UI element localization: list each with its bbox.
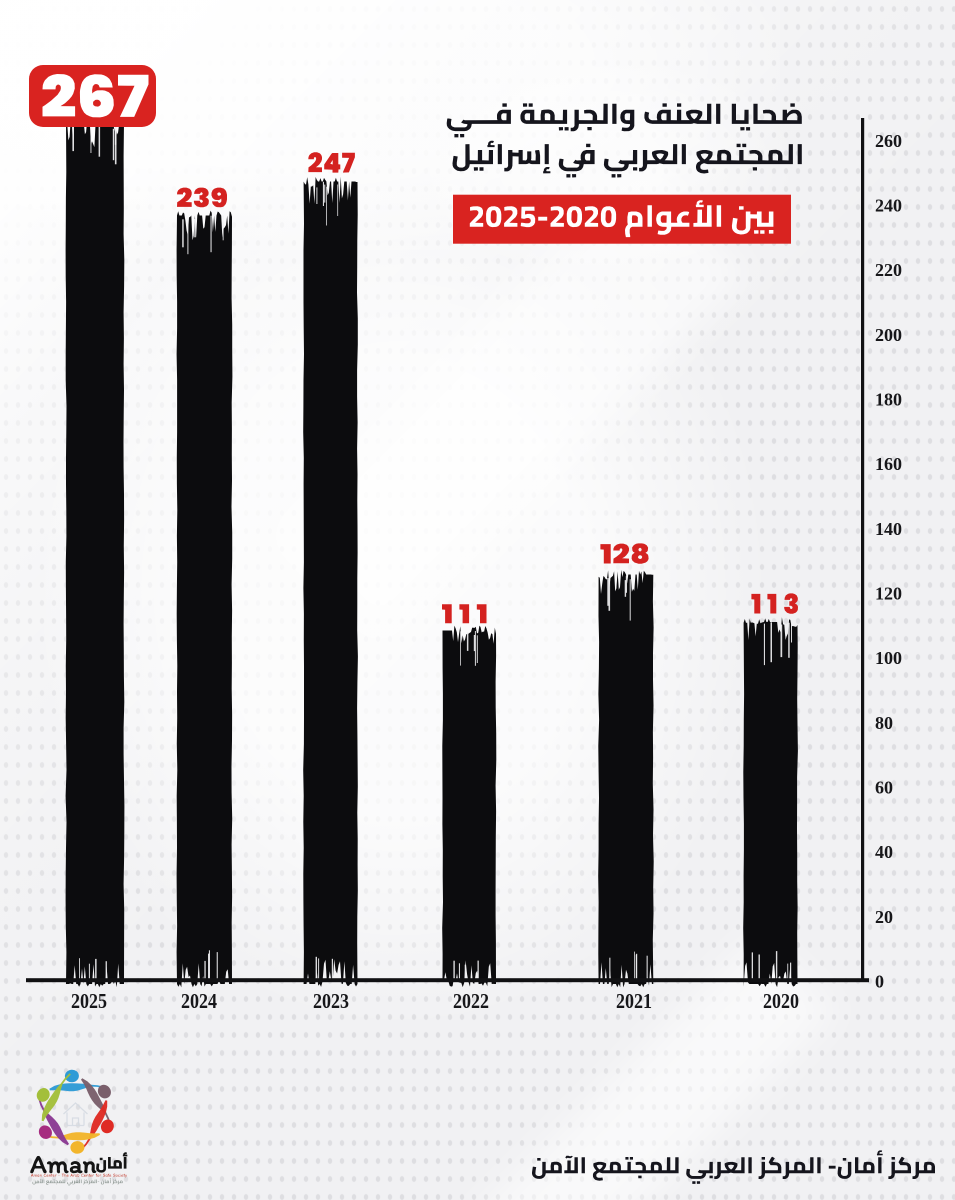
svg-text:20: 20: [875, 907, 893, 927]
svg-text:240: 240: [875, 195, 902, 215]
svg-text:260: 260: [875, 131, 902, 151]
svg-text:2025: 2025: [71, 989, 107, 1013]
svg-text:40: 40: [875, 842, 893, 862]
svg-text:200: 200: [875, 325, 902, 345]
svg-text:60: 60: [875, 778, 893, 798]
svg-text:80: 80: [875, 713, 893, 733]
svg-text:120: 120: [875, 584, 902, 604]
svg-text:0: 0: [875, 972, 884, 992]
svg-text:2022: 2022: [453, 989, 489, 1013]
svg-text:180: 180: [875, 390, 902, 410]
svg-text:160: 160: [875, 454, 902, 474]
svg-text:100: 100: [875, 648, 902, 668]
svg-text:2021: 2021: [616, 989, 652, 1013]
svg-text:2023: 2023: [313, 989, 349, 1013]
svg-text:140: 140: [875, 519, 902, 539]
svg-text:2020: 2020: [763, 989, 799, 1013]
svg-text:220: 220: [875, 260, 902, 280]
svg-text:2024: 2024: [181, 989, 217, 1013]
